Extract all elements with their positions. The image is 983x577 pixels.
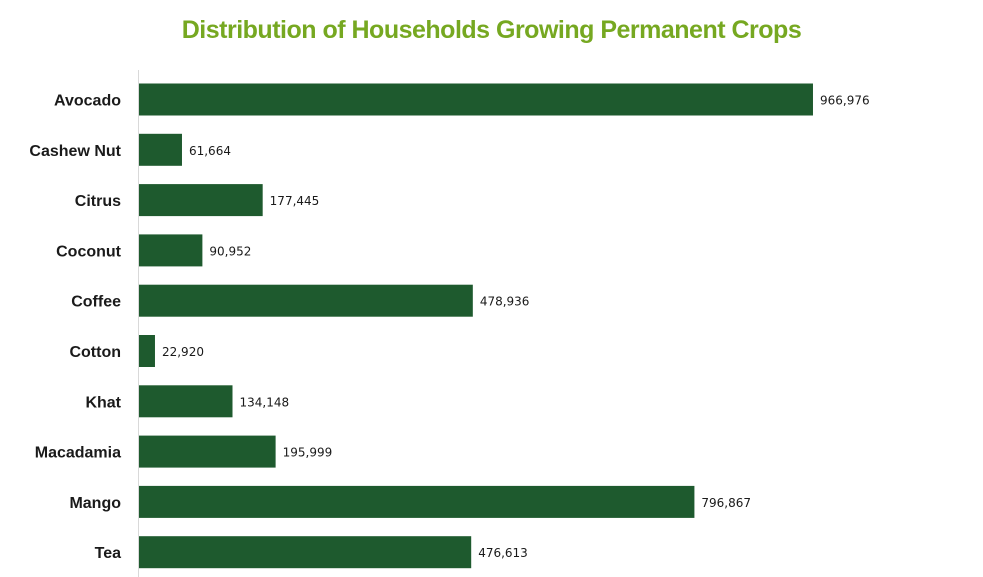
category-labels-group: Avocado Cashew Nut Citrus Coconut Coffee Cott… bbox=[29, 93, 121, 563]
value-label: 177,445 bbox=[270, 194, 320, 208]
bar-macadamia bbox=[139, 435, 276, 468]
category-label: Tea bbox=[95, 545, 121, 562]
bar-cashew-nut bbox=[139, 133, 182, 166]
bar-citrus bbox=[139, 184, 263, 217]
value-label: 61,664 bbox=[189, 144, 231, 158]
value-label: 195,999 bbox=[283, 446, 333, 460]
bar-coconut bbox=[139, 234, 203, 267]
value-label: 90,952 bbox=[209, 244, 251, 258]
category-label: Coconut bbox=[56, 243, 122, 260]
value-label: 966,976 bbox=[820, 94, 870, 108]
bars-group bbox=[139, 83, 813, 569]
category-label: Macadamia bbox=[35, 445, 121, 462]
category-label: Khat bbox=[85, 394, 121, 411]
value-label: 22,920 bbox=[162, 345, 204, 359]
bar-avocado bbox=[139, 83, 813, 116]
chart-title: Distribution of Households Growing Perma… bbox=[181, 16, 802, 44]
category-label: Cotton bbox=[69, 344, 121, 361]
value-label: 134,148 bbox=[240, 395, 290, 409]
bar-khat bbox=[139, 385, 233, 418]
bar-cotton bbox=[139, 335, 155, 367]
value-label: 478,936 bbox=[480, 295, 530, 309]
value-label: 476,613 bbox=[478, 546, 528, 560]
bar-coffee bbox=[139, 284, 473, 317]
value-labels-group: 966,976 61,664 177,445 90,952 478,936 22,920 1… bbox=[162, 94, 870, 561]
category-label: Coffee bbox=[71, 294, 121, 311]
bar-mango bbox=[139, 485, 695, 518]
category-label: Cashew Nut bbox=[29, 143, 121, 160]
value-label: 796,867 bbox=[701, 496, 751, 510]
bar-tea bbox=[139, 536, 472, 569]
category-label: Avocado bbox=[54, 93, 121, 110]
category-label: Mango bbox=[69, 495, 121, 512]
category-label: Citrus bbox=[75, 193, 121, 210]
